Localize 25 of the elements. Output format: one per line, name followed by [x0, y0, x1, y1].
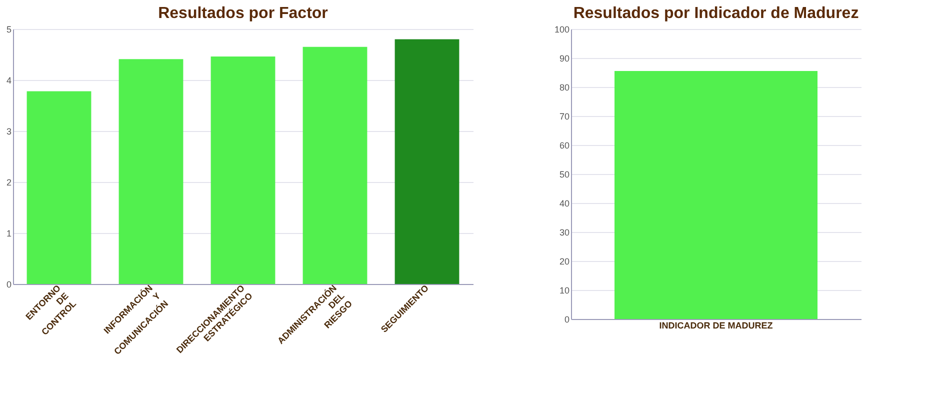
y-tick-label: 10 — [559, 286, 570, 296]
y-tick-label: 0 — [564, 314, 570, 324]
y-tick-label: 0 — [6, 280, 12, 290]
chart-title: Resultados por Indicador de Madurez — [573, 5, 859, 22]
bar — [210, 56, 276, 284]
y-tick-label: 4 — [6, 76, 12, 86]
bar — [302, 46, 368, 284]
chart-title: Resultados por Factor — [158, 5, 328, 22]
y-tick-label: 100 — [554, 24, 570, 34]
y-tick-label: 40 — [559, 198, 570, 208]
y-tick-label: 1 — [6, 228, 12, 238]
y-tick-label: 70 — [559, 112, 570, 122]
y-tick-label: 50 — [559, 170, 570, 180]
y-tick-label: 5 — [6, 24, 12, 34]
bar — [394, 39, 460, 284]
y-tick-label: 2 — [6, 178, 12, 188]
bar — [118, 59, 184, 284]
y-tick-label: 30 — [559, 228, 570, 238]
x-tick-label: INDICADOR DE MADUREZ — [659, 320, 774, 330]
y-tick-label: 20 — [559, 256, 570, 266]
y-tick-label: 60 — [559, 140, 570, 150]
y-tick-label: 80 — [559, 82, 570, 92]
y-tick-label: 3 — [6, 126, 12, 136]
bar — [26, 91, 92, 284]
y-tick-label: 90 — [559, 54, 570, 64]
